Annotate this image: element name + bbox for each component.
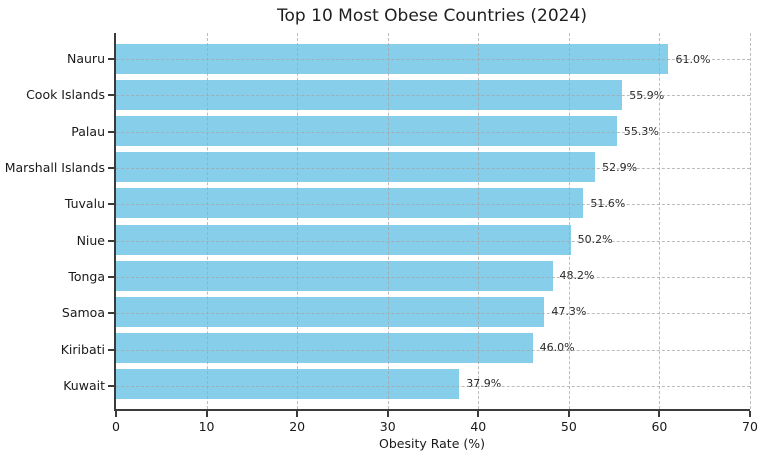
- bar-row: 46.0%: [116, 330, 750, 366]
- bar-row: 55.3%: [116, 113, 750, 149]
- x-tick-label: 60: [651, 419, 668, 434]
- bar-value-label: 50.2%: [577, 233, 613, 247]
- y-tick-mark: [108, 312, 114, 315]
- x-tick-mark: [567, 411, 570, 417]
- bar-kiribati: [116, 332, 533, 363]
- bar-row: 50.2%: [116, 221, 750, 257]
- y-tick-mark: [108, 167, 114, 170]
- y-axis-label: Kiribati: [60, 341, 105, 357]
- y-tick-mark: [108, 384, 114, 387]
- x-tick-mark: [477, 411, 480, 417]
- plot-area: 61.0% 55.9% 55.3% 52.9% 51.6% 50.2% 48.2% 47.3%…: [114, 33, 751, 411]
- bar-row: 52.9%: [116, 149, 750, 185]
- bar-value-label: 46.0%: [539, 341, 575, 355]
- x-tick-mark: [296, 411, 299, 417]
- bar-tonga: [116, 260, 553, 291]
- x-tick-label: 50: [560, 419, 577, 434]
- bar-row: 61.0%: [116, 41, 750, 77]
- bar-niue: [116, 224, 571, 255]
- x-tick-label: 40: [470, 419, 487, 434]
- y-tick-mark: [108, 348, 114, 351]
- bars-container: 61.0% 55.9% 55.3% 52.9% 51.6% 50.2% 48.2% 47.3%…: [116, 33, 750, 409]
- bar-row: 37.9%: [116, 366, 750, 402]
- x-axis-label: Obesity Rate (%): [379, 436, 485, 451]
- x-tick-mark: [749, 411, 751, 417]
- bar-nauru: [116, 44, 669, 75]
- bar-value-label: 47.3%: [551, 305, 587, 319]
- v-gridline: [750, 33, 751, 409]
- x-tick-label: 70: [742, 419, 758, 434]
- bar-tuvalu: [116, 188, 584, 219]
- x-tick-label: 0: [112, 419, 120, 434]
- bar-row: 55.9%: [116, 77, 750, 113]
- y-axis-label: Samoa: [61, 305, 105, 321]
- y-axis-label: Tonga: [68, 268, 105, 284]
- bar-samoa: [116, 296, 545, 327]
- bar-value-label: 61.0%: [675, 52, 711, 66]
- bar-value-label: 52.9%: [602, 160, 638, 174]
- y-tick-mark: [108, 275, 114, 278]
- bar-value-label: 55.3%: [623, 124, 659, 138]
- y-tick-mark: [108, 239, 114, 242]
- bar-value-label: 55.9%: [629, 88, 665, 102]
- x-tick-label: 30: [379, 419, 396, 434]
- bar-value-label: 48.2%: [559, 269, 595, 283]
- x-tick-mark: [386, 411, 389, 417]
- y-axis-label: Kuwait: [63, 377, 105, 393]
- y-axis-label: Marshall Islands: [4, 160, 105, 176]
- bar-row: 48.2%: [116, 258, 750, 294]
- x-tick-mark: [205, 411, 208, 417]
- y-axis-label: Tuvalu: [64, 196, 105, 212]
- y-axis-label: Nauru: [67, 51, 105, 67]
- bar-marshall-islands: [116, 152, 596, 183]
- chart-title: Top 10 Most Obese Countries (2024): [277, 6, 587, 26]
- bar-kuwait: [116, 368, 460, 399]
- x-tick-mark: [115, 411, 117, 417]
- y-tick-mark: [108, 130, 114, 133]
- bar-row: 47.3%: [116, 294, 750, 330]
- x-tick-label: 20: [289, 419, 306, 434]
- y-tick-mark: [108, 58, 114, 61]
- bar-value-label: 37.9%: [466, 377, 502, 391]
- bar-row: 51.6%: [116, 185, 750, 221]
- bar-palau: [116, 116, 617, 147]
- x-tick-mark: [658, 411, 661, 417]
- y-axis-label: Niue: [76, 232, 105, 248]
- y-tick-mark: [108, 203, 114, 206]
- y-tick-mark: [108, 94, 114, 97]
- x-tick-label: 10: [198, 419, 215, 434]
- y-axis-label: Cook Islands: [26, 87, 105, 103]
- bar-value-label: 51.6%: [590, 196, 626, 210]
- y-axis-label: Palau: [71, 123, 105, 139]
- bar-cook-islands: [116, 80, 623, 111]
